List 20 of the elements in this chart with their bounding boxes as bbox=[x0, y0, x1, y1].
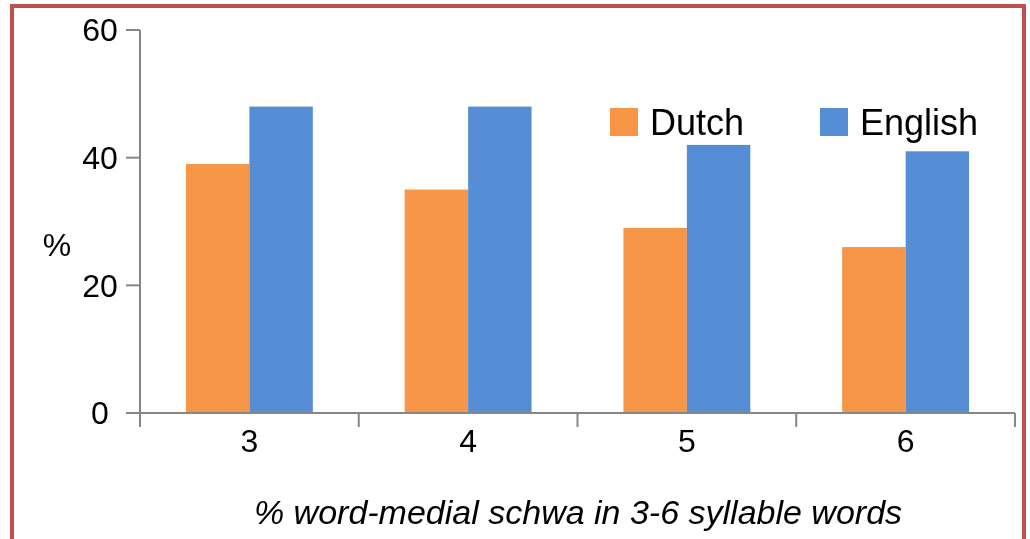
legend-label: Dutch bbox=[650, 101, 745, 143]
bar bbox=[468, 106, 532, 413]
bar bbox=[404, 189, 469, 413]
x-tick-label: 3 bbox=[240, 423, 259, 459]
y-tick-label: 60 bbox=[82, 12, 118, 49]
legend-label: English bbox=[860, 101, 979, 143]
x-tick-label: 6 bbox=[896, 423, 915, 459]
bar bbox=[185, 164, 250, 413]
y-tick-label: 20 bbox=[82, 267, 118, 304]
x-tick-label: 4 bbox=[459, 423, 478, 459]
bar bbox=[686, 144, 751, 413]
bar bbox=[249, 106, 313, 413]
y-tick-label: 0 bbox=[91, 395, 109, 432]
y-axis-title: % bbox=[42, 227, 72, 264]
x-tick-label: 5 bbox=[677, 423, 696, 459]
y-tick-label: 40 bbox=[82, 139, 118, 176]
bar bbox=[623, 227, 687, 413]
x-axis-title: % word-medial schwa in 3-6 syllable words bbox=[253, 493, 903, 531]
bar bbox=[842, 247, 906, 413]
bar bbox=[905, 151, 970, 413]
